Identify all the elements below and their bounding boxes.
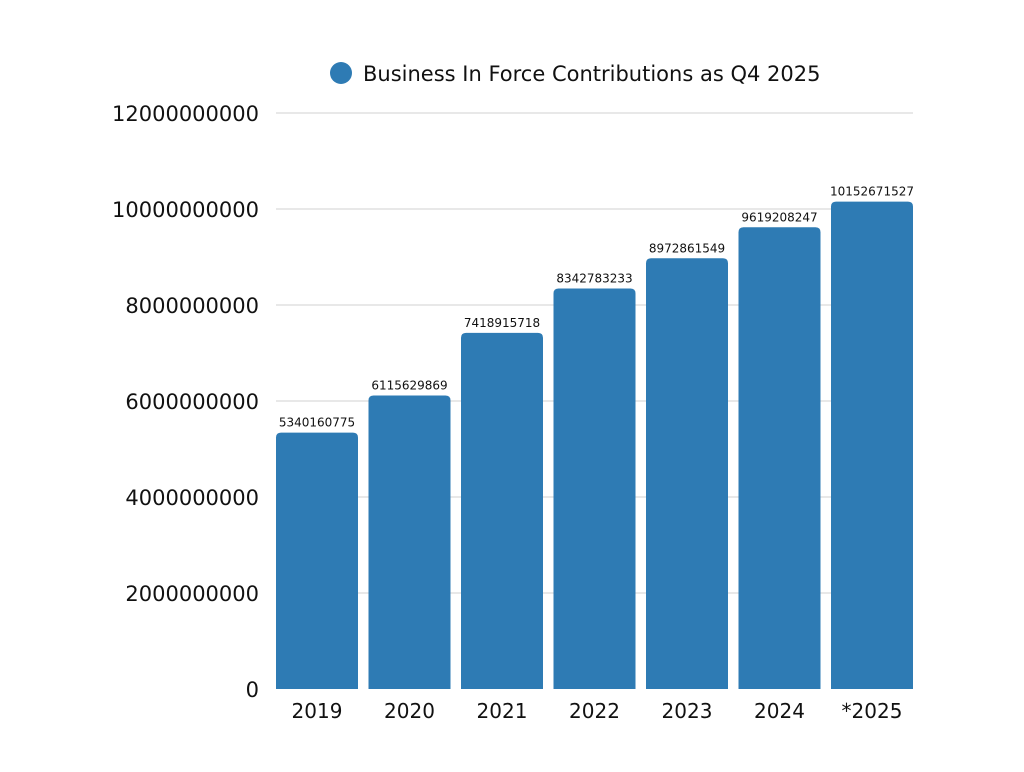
- y-tick-label: 10000000000: [112, 198, 259, 222]
- data-label: 10152671527: [830, 185, 914, 199]
- data-label: 6115629869: [371, 378, 447, 392]
- y-tick-label: 6000000000: [125, 390, 259, 414]
- bar-2023: [646, 258, 728, 689]
- bar-2020: [368, 395, 451, 689]
- data-label: 9619208247: [741, 210, 817, 224]
- data-label: 5340160775: [279, 416, 355, 430]
- x-tick-label: *2025: [842, 699, 903, 723]
- bar-2024: [738, 227, 821, 689]
- x-tick-label: 2023: [662, 699, 713, 723]
- y-tick-label: 2000000000: [125, 582, 259, 606]
- legend: Business In Force Contributions as Q4 20…: [330, 62, 820, 86]
- bar-2025: [831, 201, 913, 690]
- bar-2019: [276, 432, 358, 689]
- y-tick-label: 12000000000: [112, 102, 259, 126]
- bar-2021: [461, 332, 543, 689]
- y-tick-label: 8000000000: [125, 294, 259, 318]
- data-label: 7418915718: [464, 316, 540, 330]
- y-tick-label: 0: [246, 678, 259, 702]
- x-tick-label: 2020: [384, 699, 435, 723]
- y-tick-label: 4000000000: [125, 486, 259, 510]
- legend-label: Business In Force Contributions as Q4 20…: [363, 62, 820, 86]
- x-tick-label: 2024: [754, 699, 805, 723]
- bar-2022: [553, 288, 636, 689]
- x-tick-label: 2022: [569, 699, 620, 723]
- data-label: 8342783233: [556, 272, 632, 286]
- data-label: 8972861549: [649, 241, 725, 255]
- x-tick-label: 2021: [477, 699, 528, 723]
- legend-swatch: [330, 62, 352, 84]
- x-tick-label: 2019: [292, 699, 343, 723]
